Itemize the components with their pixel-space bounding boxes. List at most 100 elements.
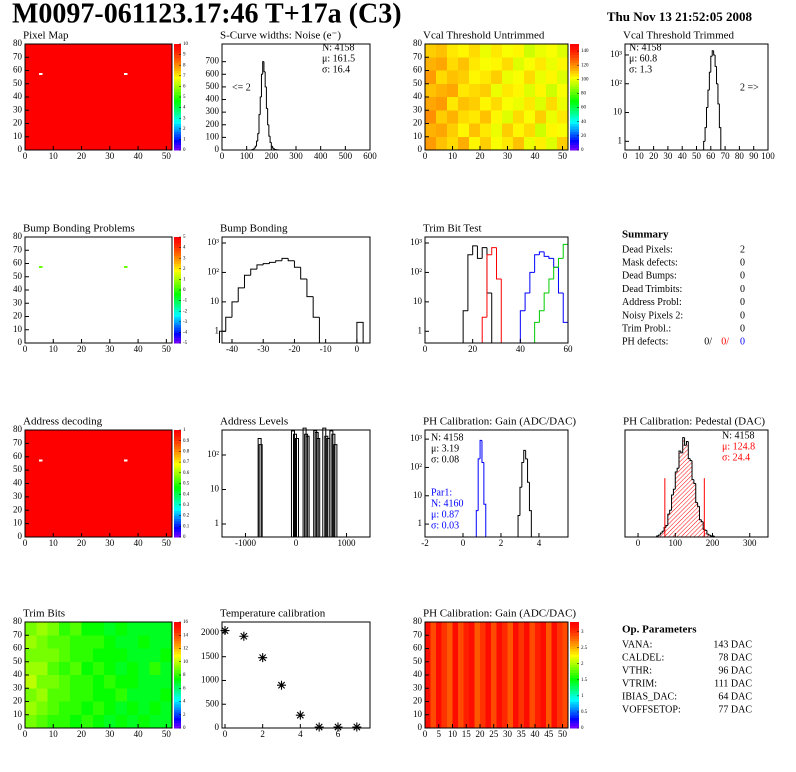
color-scale-label: 4: [183, 700, 186, 705]
color-scale: [570, 651, 579, 655]
stats-line: σ: 0.08: [431, 454, 459, 465]
heatmap-cell: [47, 661, 59, 675]
hist-bin: [265, 86, 268, 109]
summary-value: 0/: [704, 337, 712, 348]
heatmap-cell: [425, 57, 436, 71]
hist-fill: [662, 531, 665, 537]
color-scale: [570, 49, 579, 53]
x-tick-label: 0: [423, 344, 428, 354]
color-scale: [174, 128, 181, 132]
color-scale-label: 0.4: [183, 492, 190, 497]
pixel: [39, 73, 43, 75]
color-scale: [570, 645, 579, 649]
heatmap-cell: [535, 136, 546, 150]
hist-bin: [268, 124, 271, 137]
x-tick-label: 0: [23, 344, 28, 354]
color-scale: [570, 70, 579, 74]
x-tick-label: 35: [517, 729, 527, 739]
color-scale: [570, 701, 579, 705]
heatmap-cell: [502, 123, 513, 137]
heatmap-cell: [138, 661, 150, 675]
x-tick-label: 10: [49, 729, 59, 739]
heatmap-cell: [36, 622, 48, 636]
color-scale: [174, 78, 181, 82]
heatmap-cell: [491, 83, 502, 97]
stats-line: N: 4158: [322, 42, 355, 53]
color-scale: [174, 682, 181, 687]
hist-bin: [708, 534, 711, 536]
heatmap-cell: [149, 635, 161, 649]
y-tick-label: 60: [13, 258, 23, 268]
heatmap-cell: [447, 110, 458, 124]
color-scale: [570, 89, 579, 93]
y-tick-label: 600: [206, 68, 220, 78]
hist-fill: [671, 494, 674, 537]
color-scale: [174, 274, 181, 278]
color-scale-label: 0.9: [183, 439, 190, 444]
heatmap-cell: [502, 97, 513, 111]
y-tick-label: 70: [13, 244, 23, 254]
pixel: [123, 266, 128, 268]
spike: [331, 433, 336, 537]
x-tick-label: 0: [423, 151, 428, 161]
color-scale-label: 2: [183, 127, 186, 132]
y-tick-label: 20: [13, 311, 23, 321]
heatmap-cell: [491, 44, 502, 58]
color-scale: [174, 332, 181, 336]
color-scale-label: 0.6: [183, 471, 190, 476]
color-scale-label: 8: [183, 673, 186, 678]
summary-label: Noisy Pixels 2:: [622, 310, 683, 321]
heatmap-cell: [535, 123, 546, 137]
hist-bin: [669, 509, 672, 515]
color-scale: [570, 656, 579, 660]
op-value: 96 DAC: [718, 665, 752, 676]
hist-bin: [548, 278, 554, 294]
color-scale: [174, 504, 181, 509]
x-tick-label: 0: [23, 538, 28, 548]
heatmap-cell: [436, 97, 447, 111]
hist-bin: [306, 278, 314, 298]
heatmap-cell: [149, 714, 161, 728]
color-scale: [174, 456, 181, 460]
hist-fill: [695, 502, 698, 537]
color-scale: [174, 340, 181, 344]
heatmap-cell: [25, 661, 37, 675]
color-scale-label: 8: [183, 63, 186, 68]
hist-bin: [275, 260, 282, 263]
x-tick-label: 100: [240, 151, 254, 161]
heatmap-cell: [115, 701, 127, 715]
heatmap-cell: [425, 123, 436, 137]
heatmap-cell: [104, 701, 116, 715]
color-scale: [174, 667, 181, 671]
heatmap-cell: [458, 57, 469, 71]
hist-bin: [481, 247, 487, 259]
stats-line: μ: 0.87: [431, 509, 459, 520]
heatmap-cell: [447, 57, 458, 71]
color-scale: [174, 329, 181, 333]
heatmap-cell: [480, 83, 491, 97]
heatmap-cell: [126, 661, 139, 675]
color-scale: [570, 81, 579, 85]
x-tick-label: 70: [721, 151, 731, 161]
color-scale-label: 3: [183, 256, 186, 261]
hist-bin: [693, 479, 696, 484]
heatmap-cell: [469, 123, 480, 137]
panel-title: Pixel Map: [23, 30, 69, 42]
annotation: <= 2: [232, 82, 251, 93]
hist-bin: [475, 510, 479, 537]
heatmap-cell: [436, 110, 447, 124]
hist-bin: [481, 316, 487, 343]
heatmap-cell: [36, 675, 48, 689]
panel-title: Bump Bonding Problems: [23, 223, 135, 235]
y-tick-label: 30: [13, 682, 23, 692]
x-tick-label: 40: [134, 151, 144, 161]
heatmap-cell: [513, 110, 524, 124]
heatmap-cell: [546, 110, 557, 124]
x-tick-label: 40: [531, 729, 541, 739]
x-tick-label: 200: [706, 538, 720, 548]
color-scale-label: 0.3: [183, 503, 190, 508]
color-scale: [570, 44, 579, 48]
hist-fill: [708, 535, 711, 537]
color-scale: [174, 435, 181, 439]
heatmap-cell: [92, 648, 105, 662]
